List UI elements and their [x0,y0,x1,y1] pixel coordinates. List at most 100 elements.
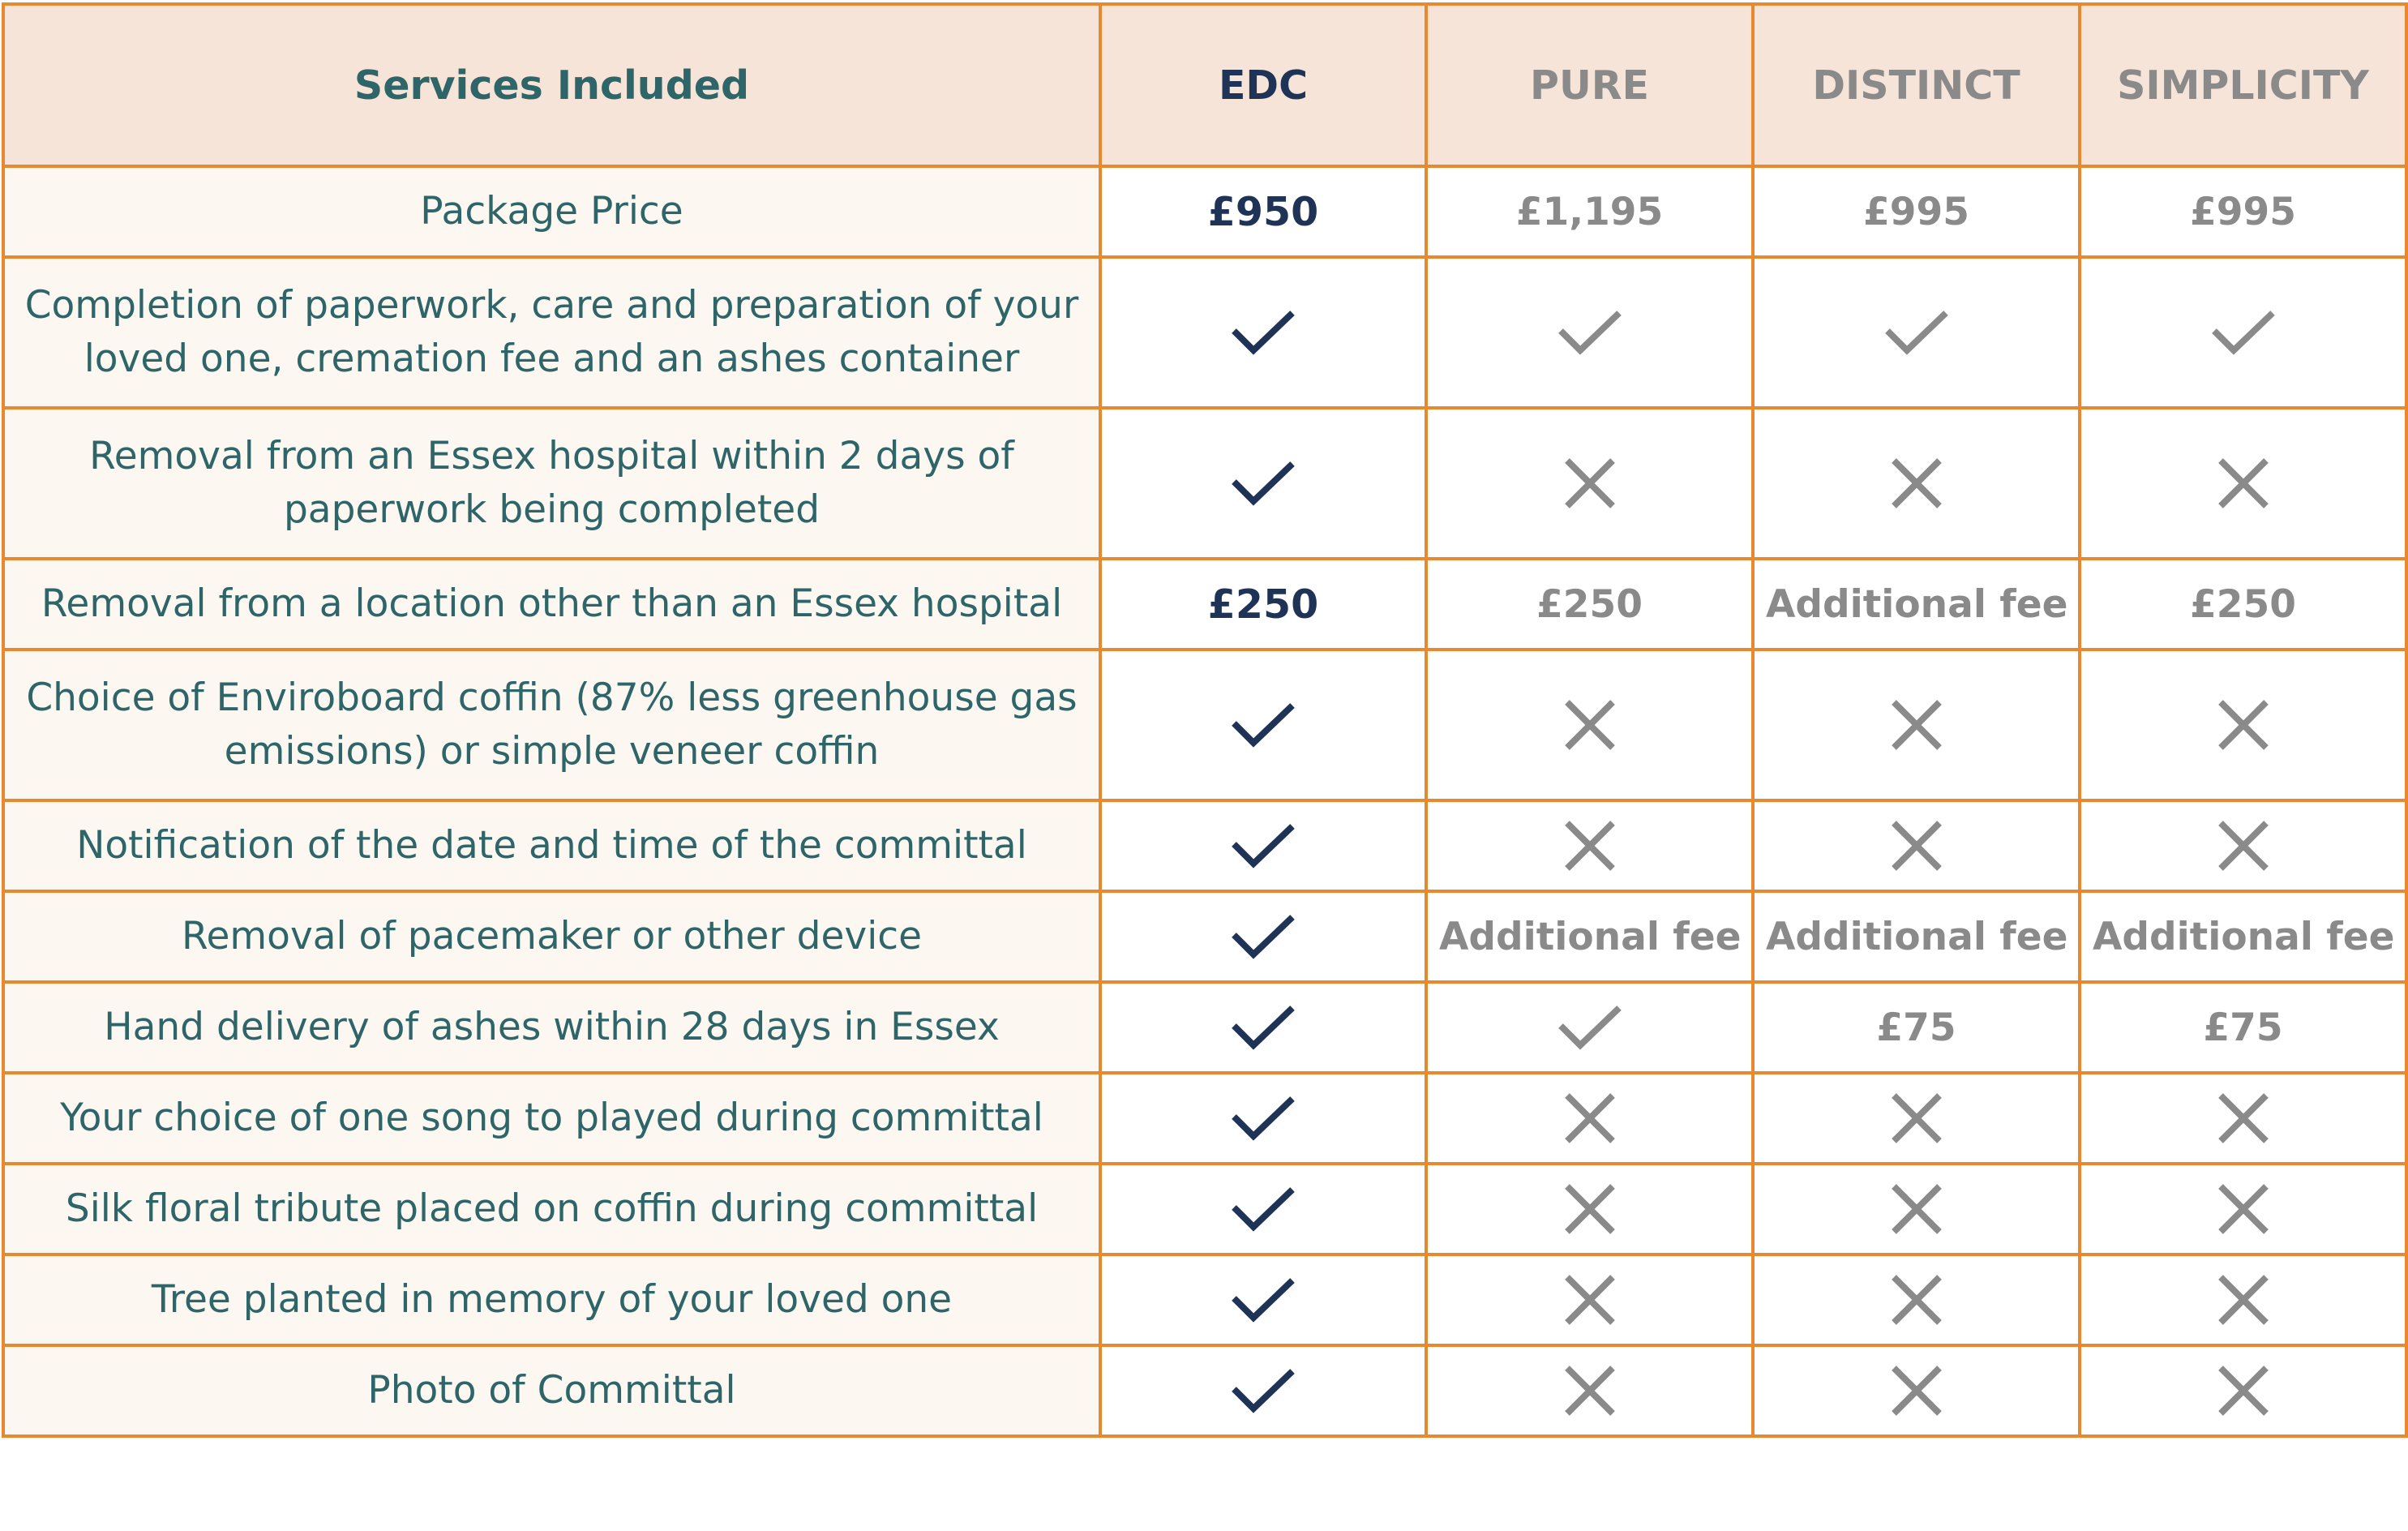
simplicity-cell [2078,1344,2408,1438]
cross-icon [1564,1184,1615,1234]
table-row: Choice of Enviroboard coffin (87% less g… [2,648,2408,802]
check-icon [1232,824,1295,868]
edc-cell: £250 [1099,557,1428,651]
service-label: Removal from a location other than an Es… [2,557,1102,651]
edc-cell [1099,980,1428,1074]
table-row: Package Price £950 £1,195 £995 £995 [2,165,2408,259]
distinct-value: £995 [1863,189,1969,234]
edc-cell [1099,255,1428,410]
pure-cell [1425,799,1755,893]
service-label: Your choice of one song to played during… [2,1071,1102,1165]
table-row: Removal from an Essex hospital within 2 … [2,406,2408,560]
distinct-value: £75 [1876,1005,1956,1050]
table-row: Completion of paperwork, care and prepar… [2,255,2408,410]
pure-value: £1,195 [1515,189,1664,234]
distinct-value: Additional fee [1766,914,2068,959]
distinct-value: Additional fee [1766,581,2068,627]
cross-icon [1564,1366,1615,1416]
check-icon [1232,1006,1295,1050]
service-label: Notification of the date and time of the… [2,799,1102,893]
pure-value: £250 [1536,581,1643,627]
check-icon [2211,311,2275,355]
table-row: Notification of the date and time of the… [2,799,2408,893]
simplicity-cell [2078,1071,2408,1165]
edc-cell: £950 [1099,165,1428,259]
cross-icon [2217,1275,2269,1325]
check-icon [1232,311,1295,355]
distinct-cell [1751,255,2081,410]
edc-cell [1099,890,1428,984]
service-label: Tree planted in memory of your loved one [2,1253,1102,1347]
cross-icon [1564,700,1615,750]
pure-cell: Additional fee [1425,890,1755,984]
check-icon [1884,311,1948,355]
table-row: Your choice of one song to played during… [2,1071,2408,1165]
edc-header: EDC [1099,2,1428,168]
cross-icon [2217,458,2269,508]
cross-icon [1891,821,1942,871]
cross-icon [2217,1366,2269,1416]
service-label: Removal of pacemaker or other device [2,890,1102,984]
edc-value: £950 [1207,188,1319,235]
simplicity-cell [2078,799,2408,893]
service-label: Choice of Enviroboard coffin (87% less g… [2,648,1102,802]
table-row: Silk floral tribute placed on coffin dur… [2,1162,2408,1256]
table-body: Package Price £950 £1,195 £995 £995 Completio… [2,165,2408,1438]
simplicity-cell [2078,1253,2408,1347]
check-icon [1232,915,1295,959]
check-icon [1232,1369,1295,1413]
pure-value: Additional fee [1439,914,1742,959]
distinct-cell [1751,799,2081,893]
cross-icon [2217,700,2269,750]
edc-cell [1099,799,1428,893]
simplicity-value: £995 [2190,189,2296,234]
pure-cell: £250 [1425,557,1755,651]
cross-icon [1891,1366,1942,1416]
cross-icon [1891,700,1942,750]
edc-cell [1099,406,1428,560]
edc-cell [1099,1162,1428,1256]
simplicity-value: Additional fee [2093,914,2395,959]
simplicity-cell [2078,255,2408,410]
cross-icon [1564,821,1615,871]
cross-icon [2217,821,2269,871]
cross-icon [1564,1093,1615,1143]
simplicity-cell: Additional fee [2078,890,2408,984]
distinct-header: DISTINCT [1751,2,2081,168]
distinct-cell [1751,648,2081,802]
simplicity-cell: £250 [2078,557,2408,651]
cross-icon [1891,1184,1942,1234]
cross-icon [2217,1184,2269,1234]
edc-cell [1099,648,1428,802]
service-label: Hand delivery of ashes within 28 days in… [2,980,1102,1074]
distinct-cell: £75 [1751,980,2081,1074]
services-header: Services Included [2,2,1102,168]
edc-value: £250 [1207,581,1319,628]
edc-cell [1099,1253,1428,1347]
cross-icon [1891,1275,1942,1325]
pure-header: PURE [1425,2,1755,168]
pure-cell [1425,255,1755,410]
simplicity-value: £75 [2203,1005,2283,1050]
table-row: Tree planted in memory of your loved one [2,1253,2408,1347]
cross-icon [1564,458,1615,508]
service-label: Removal from an Essex hospital within 2 … [2,406,1102,560]
simplicity-cell: £995 [2078,165,2408,259]
distinct-cell [1751,1071,2081,1165]
simplicity-cell [2078,1162,2408,1256]
pure-cell [1425,980,1755,1074]
distinct-cell: Additional fee [1751,890,2081,984]
simplicity-cell [2078,648,2408,802]
service-label: Package Price [2,165,1102,259]
pure-cell [1425,1162,1755,1256]
table-row: Removal of pacemaker or other device Addi… [2,890,2408,984]
table-row: Photo of Committal [2,1344,2408,1438]
check-icon [1232,1187,1295,1232]
cross-icon [1891,458,1942,508]
pure-cell [1425,648,1755,802]
check-icon [1232,1278,1295,1323]
service-label: Silk floral tribute placed on coffin dur… [2,1162,1102,1256]
check-icon [1232,461,1295,506]
service-label: Completion of paperwork, care and prepar… [2,255,1102,410]
distinct-cell [1751,1253,2081,1347]
